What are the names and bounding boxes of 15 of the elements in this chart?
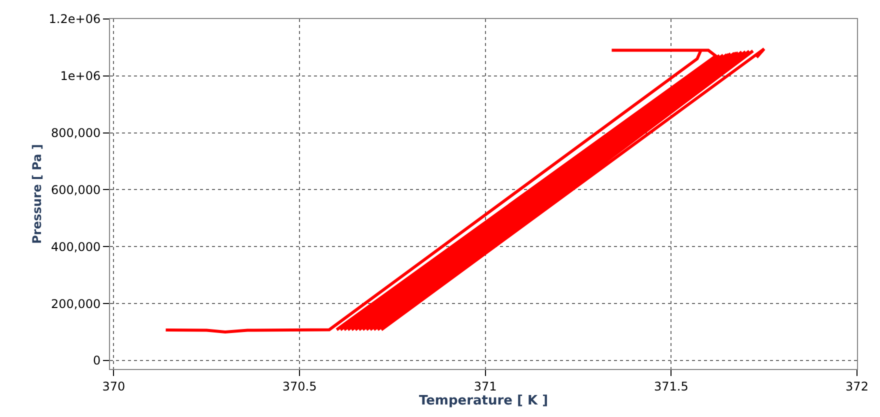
y-tick-label: 800,000 [50,126,101,140]
y-tick-label: 1.2e+06 [48,12,101,26]
y-tick-label: 200,000 [50,296,101,311]
x-tick-label: 370 [102,379,126,394]
y-axis-title: Pressure [ Pa ] [30,144,44,244]
y-tick-label: 400,000 [50,240,101,254]
x-tick-label: 372 [846,379,868,394]
x-tick-label: 371.5 [654,379,688,394]
x-tick-label: 370.5 [282,379,317,394]
x-tick-label: 371 [474,379,497,394]
x-axis-title: Temperature [ K ] [418,393,548,408]
line-series [164,47,766,334]
y-tick-label: 600,000 [50,182,101,197]
y-tick-label: 0 [92,354,101,368]
y-tick-label: 1e+06 [60,69,101,84]
